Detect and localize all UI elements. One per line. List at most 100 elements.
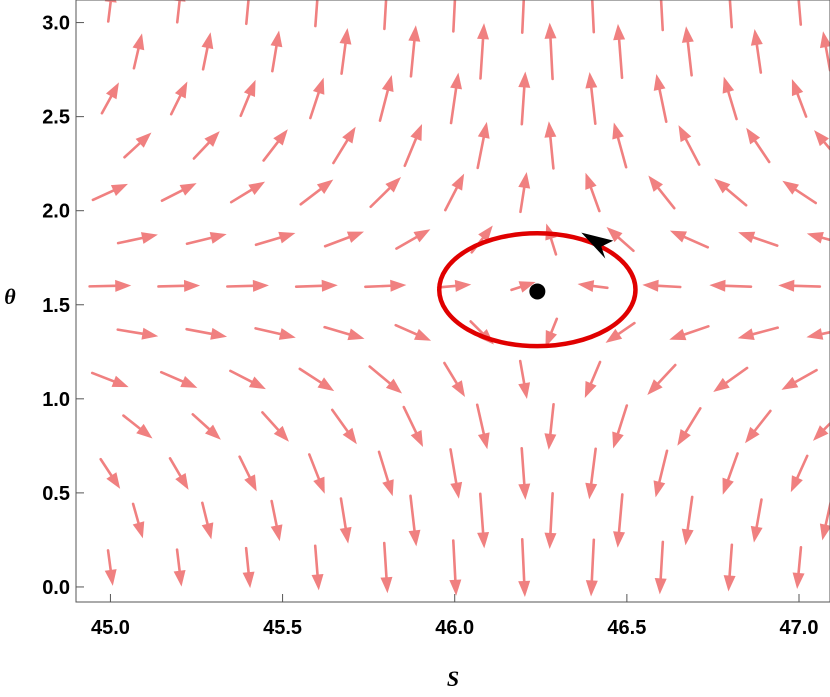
field-arrow (518, 446, 531, 500)
field-arrow (778, 279, 822, 292)
field-arrow (518, 537, 531, 597)
y-axis-ticks: 0.0 0.5 1.0 1.5 2.0 2.5 3.0 (42, 13, 84, 599)
field-arrow (323, 231, 364, 248)
field-arrow (728, 0, 734, 29)
field-arrow (159, 370, 198, 388)
field-arrow (585, 538, 598, 597)
field-arrow (806, 328, 830, 340)
field-arrow (383, 0, 388, 31)
field-arrow (330, 408, 357, 445)
field-arrow (99, 457, 121, 489)
field-arrow (364, 279, 407, 292)
field-arrow (380, 541, 393, 594)
field-arrow (792, 546, 805, 589)
field-arrow (812, 421, 830, 441)
field-arrow (226, 279, 269, 292)
field-arrow (100, 82, 119, 115)
field-arrow (659, 0, 665, 32)
field-arrow (585, 447, 598, 500)
orbit-layer (436, 231, 638, 349)
field-arrow (677, 407, 702, 446)
orbit-direction-marker (581, 232, 614, 259)
field-arrow (394, 323, 432, 341)
field-arrow (750, 29, 763, 74)
field-arrow (750, 498, 763, 543)
field-arrow (477, 23, 490, 80)
field-arrow (790, 454, 809, 493)
field-arrow (131, 502, 145, 539)
field-arrow (377, 450, 394, 497)
field-arrow (654, 540, 667, 595)
field-arrow (173, 548, 186, 587)
field-arrow (444, 173, 465, 212)
field-arrow (132, 33, 145, 70)
field-arrow (104, 0, 117, 23)
field-arrow (612, 404, 629, 449)
field-arrow (584, 360, 602, 399)
field-arrow (443, 361, 466, 397)
field-arrow (642, 279, 682, 292)
field-arrow (806, 231, 830, 244)
x-tick-label: 46.0 (435, 617, 474, 639)
field-arrow (262, 129, 288, 162)
field-arrow (545, 317, 559, 348)
field-arrow (452, 0, 457, 33)
field-arrow (201, 501, 214, 540)
field-arrow (238, 455, 257, 492)
field-arrow (819, 31, 830, 72)
field-arrow (307, 453, 325, 494)
field-arrow (477, 492, 490, 549)
fixed-point (529, 283, 546, 300)
field-arrow (229, 181, 266, 204)
field-arrow (606, 227, 635, 253)
field-arrow (653, 73, 668, 123)
field-arrow (309, 77, 325, 120)
field-arrow (713, 366, 749, 393)
x-tick-label: 46.5 (607, 617, 646, 639)
field-arrow (245, 0, 255, 26)
field-arrow (653, 449, 669, 498)
field-arrow (613, 493, 626, 548)
field-arrow (254, 231, 296, 247)
field-arrow (339, 27, 352, 75)
field-arrow (369, 177, 402, 209)
field-arrow (408, 25, 421, 78)
field-arrow (201, 32, 214, 71)
field-arrow (819, 500, 830, 541)
field-arrow (590, 0, 596, 34)
field-arrow (91, 183, 128, 202)
field-arrow (191, 413, 221, 440)
field-arrow (185, 327, 228, 340)
field-arrow (520, 0, 526, 34)
x-tick-label: 47.0 (780, 617, 819, 639)
x-axis-label: S (447, 666, 459, 691)
field-arrow (681, 26, 694, 77)
field-arrow (449, 72, 463, 125)
field-arrow (722, 76, 738, 121)
field-arrow (332, 126, 356, 165)
field-arrow (185, 232, 227, 246)
y-tick-label: 1.0 (42, 389, 70, 411)
field-arrow (104, 549, 117, 586)
field-arrow (738, 231, 779, 247)
field-arrow (449, 539, 462, 596)
y-axis-label: θ (4, 284, 16, 309)
field-arrow (169, 81, 188, 116)
field-arrow (311, 544, 324, 591)
field-arrow (168, 457, 189, 490)
field-arrow (612, 122, 628, 169)
x-tick-label: 45.5 (263, 617, 302, 639)
plot-frame (75, 0, 830, 603)
field-arrow (681, 495, 694, 546)
field-arrow (669, 325, 710, 341)
field-arrow (261, 411, 289, 442)
field-arrow (395, 229, 431, 250)
field-arrow (814, 130, 830, 151)
y-tick-label: 1.5 (42, 295, 70, 317)
field-arrow (476, 121, 490, 170)
field-arrow (378, 75, 394, 122)
field-arrow (254, 327, 296, 340)
field-arrow (402, 405, 424, 448)
field-arrow (408, 494, 421, 547)
